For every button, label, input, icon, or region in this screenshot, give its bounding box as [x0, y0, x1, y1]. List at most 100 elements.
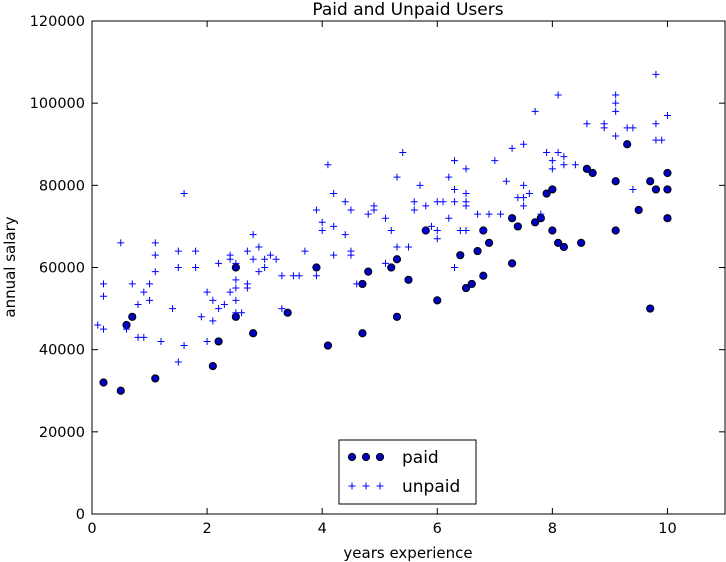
- unpaid-point: [433, 235, 441, 243]
- unpaid-point: [192, 264, 200, 271]
- unpaid-point: [318, 218, 326, 226]
- unpaid-point: [100, 280, 108, 288]
- paid-point: [312, 263, 321, 272]
- unpaid-point: [381, 214, 389, 222]
- paid-point: [588, 168, 597, 178]
- unpaid-point: [416, 181, 424, 189]
- legend-marker-paid: [347, 452, 357, 462]
- paid-point: [663, 214, 672, 223]
- unpaid-point: [393, 173, 401, 181]
- unpaid-point: [272, 255, 280, 263]
- unpaid-point: [151, 251, 159, 259]
- unpaid-point: [215, 305, 223, 313]
- unpaid-point: [612, 107, 620, 115]
- paid-point: [404, 275, 413, 284]
- unpaid-point: [232, 276, 240, 284]
- unpaid-point: [537, 210, 545, 218]
- unpaid-point: [422, 227, 430, 235]
- paid-point: [479, 271, 488, 280]
- paid-point: [461, 283, 471, 293]
- unpaid-point: [261, 255, 269, 263]
- series-paid: [99, 140, 672, 395]
- unpaid-point: [393, 243, 401, 251]
- chart-title: Paid and Unpaid Users: [312, 0, 503, 20]
- unpaid-point: [232, 296, 240, 304]
- paid-point: [467, 279, 476, 289]
- paid-point: [323, 341, 333, 350]
- unpaid-point: [462, 165, 470, 173]
- unpaid-point: [353, 280, 361, 288]
- unpaid-point: [451, 185, 459, 193]
- unpaid-point: [381, 259, 389, 267]
- unpaid-point: [123, 325, 131, 333]
- unpaid-point: [203, 337, 211, 345]
- unpaid-point: [209, 296, 217, 304]
- paid-point: [249, 329, 258, 338]
- unpaid-point: [347, 251, 355, 259]
- paid-point: [433, 296, 442, 305]
- unpaid-point: [548, 157, 556, 165]
- unpaid-point: [399, 148, 407, 156]
- unpaid-point: [663, 111, 671, 119]
- paid-point: [646, 177, 655, 186]
- unpaid-point: [462, 227, 470, 235]
- paid-point: [392, 255, 402, 264]
- paid-point: [456, 251, 465, 260]
- unpaid-point: [249, 255, 257, 263]
- legend-marker-paid: [375, 452, 385, 462]
- unpaid-point: [180, 342, 188, 350]
- unpaid-point: [531, 107, 539, 115]
- unpaid-point: [203, 288, 211, 296]
- paid-point: [387, 263, 396, 272]
- unpaid-point: [249, 231, 257, 239]
- paid-point: [283, 308, 292, 317]
- paid-point: [582, 164, 591, 173]
- paid-point: [548, 226, 557, 235]
- paid-point: [651, 185, 661, 194]
- legend-marker-unpaid: [362, 482, 370, 490]
- y-tick-label: 40000: [39, 343, 85, 359]
- unpaid-point: [318, 227, 326, 235]
- legend-label-unpaid: unpaid: [402, 477, 460, 497]
- paid-point: [507, 259, 517, 268]
- paid-point: [392, 312, 402, 321]
- unpaid-point: [140, 288, 148, 296]
- paid-point: [577, 238, 586, 247]
- unpaid-point: [255, 268, 263, 276]
- unpaid-point: [146, 280, 154, 288]
- unpaid-point: [157, 337, 165, 345]
- unpaid-point: [261, 264, 269, 271]
- paid-point: [623, 140, 632, 149]
- paid-point: [548, 185, 557, 194]
- unpaid-point: [266, 251, 274, 259]
- unpaid-point: [169, 305, 177, 313]
- unpaid-point: [330, 251, 338, 259]
- unpaid-point: [134, 300, 142, 308]
- x-tick-label: 10: [658, 521, 676, 537]
- unpaid-point: [243, 284, 251, 292]
- paid-point: [663, 168, 672, 178]
- unpaid-point: [520, 181, 528, 189]
- y-axis-ticks: 0 20000 40000 60000 80000 100000 120000: [30, 14, 725, 523]
- unpaid-point: [560, 153, 568, 161]
- unpaid-point: [330, 222, 338, 230]
- x-tick-label: 4: [318, 521, 327, 537]
- paid-point: [364, 267, 373, 276]
- legend-marker-unpaid: [348, 482, 356, 490]
- unpaid-point: [474, 210, 482, 218]
- unpaid-point: [174, 264, 182, 271]
- x-axis-ticks: 0 2 4 6 8 10: [87, 21, 677, 537]
- paid-point: [484, 238, 494, 247]
- paid-point: [634, 205, 643, 215]
- y-tick-label: 80000: [39, 178, 85, 194]
- unpaid-point: [520, 140, 528, 148]
- unpaid-point: [554, 148, 562, 156]
- unpaid-point: [232, 259, 240, 267]
- paid-point: [646, 304, 655, 313]
- x-tick-label: 0: [87, 521, 96, 537]
- paid-point: [99, 378, 108, 387]
- y-axis-label: annual salary: [1, 216, 19, 317]
- unpaid-point: [232, 284, 240, 292]
- unpaid-point: [629, 185, 637, 193]
- paid-point: [151, 374, 160, 383]
